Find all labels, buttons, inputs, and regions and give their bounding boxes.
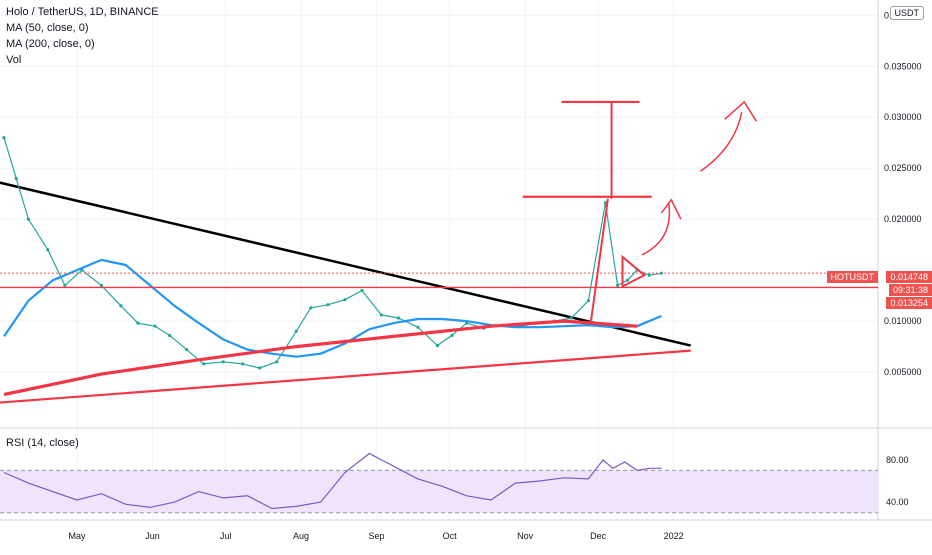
y-tick-label-2: 0.030000 (884, 112, 922, 122)
indicator-ma200-label[interactable]: MA (200, close, 0) (6, 38, 95, 50)
series-point-close-18 (309, 306, 313, 310)
x-tick-label-3: Aug (293, 531, 309, 541)
series-point-close-1 (14, 176, 18, 180)
x-tick-label-8: 2022 (664, 531, 684, 541)
breakout-arrow-1 (641, 198, 682, 256)
series-point-close-39 (647, 273, 651, 277)
rsi-line (3, 452, 662, 510)
series-point-close-20 (343, 298, 347, 302)
series-point-close-14 (241, 362, 245, 366)
y-tick-label-3: 0.025000 (884, 163, 922, 173)
symbol-title[interactable]: Holo / TetherUS, 1D, BINANCE (6, 6, 159, 18)
symbol-price-tag: HOTUSDT (826, 271, 878, 283)
series-point-close-37 (625, 278, 629, 282)
rsi-label[interactable]: RSI (14, close) (6, 437, 79, 449)
series-point-close-8 (136, 321, 140, 325)
indicator-vol-label[interactable]: Vol (6, 54, 22, 66)
measured-move-diagonal (589, 198, 609, 323)
series-point-close-17 (294, 329, 298, 333)
rsi-tick-label-1: 40.00 (886, 497, 909, 507)
descending-trendline (0, 181, 691, 347)
series-point-close-26 (450, 333, 454, 337)
rsi-tick-label-0: 80.00 (886, 455, 909, 465)
countdown-tag: 09:31:38 (888, 284, 932, 296)
series-point-close-10 (167, 333, 172, 337)
series-line-close (3, 137, 662, 369)
x-tick-label-4: Sep (369, 531, 385, 541)
series-point-close-34 (586, 299, 591, 303)
support-trendline (0, 349, 691, 404)
series-point-close-7 (119, 304, 123, 308)
x-tick-label-6: Nov (517, 531, 534, 541)
y-tick-label-5: 0.010000 (884, 316, 922, 326)
series-point-close-36 (616, 283, 620, 287)
series-point-close-21 (360, 288, 364, 293)
series-point-close-9 (153, 324, 157, 328)
series-point-close-11 (185, 348, 189, 352)
series-point-close-16 (275, 360, 279, 364)
series-point-close-24 (416, 325, 420, 329)
x-tick-label-5: Oct (443, 531, 458, 541)
series-point-close-25 (435, 343, 440, 348)
series-point-close-23 (396, 316, 401, 320)
series-point-close-4 (63, 283, 67, 287)
series-point-close-13 (221, 360, 225, 364)
series-point-close-19 (326, 303, 330, 307)
x-tick-label-1: Jun (145, 531, 160, 541)
series-point-close-22 (379, 313, 384, 317)
series-point-close-33 (569, 316, 573, 320)
y-tick-label-6: 0.005000 (884, 367, 922, 377)
series-point-close-6 (99, 283, 103, 287)
x-tick-label-2: Jul (220, 531, 232, 541)
pennant-shape (621, 254, 647, 289)
x-tick-label-0: May (69, 531, 87, 541)
series-point-close-0 (2, 136, 6, 140)
series-line-ma200 (3, 319, 638, 397)
y-tick-label-4: 0.020000 (884, 214, 922, 224)
series-line-ma50 (3, 258, 662, 358)
series-point-close-15 (258, 366, 262, 370)
breakout-arrow-2 (699, 100, 758, 172)
series-point-close-12 (202, 362, 206, 366)
rsi-band (0, 470, 878, 513)
x-tick-label-7: Dec (590, 531, 607, 541)
last-price-tag: 0.014748 (886, 271, 932, 283)
y-tick-label-1: 0.035000 (884, 61, 922, 71)
currency-button[interactable]: USDT (889, 6, 924, 20)
series-point-close-3 (46, 248, 50, 252)
level-price-tag: 0.013254 (886, 297, 932, 309)
indicator-ma50-label[interactable]: MA (50, close, 0) (6, 22, 89, 34)
series-point-close-2 (26, 217, 30, 221)
